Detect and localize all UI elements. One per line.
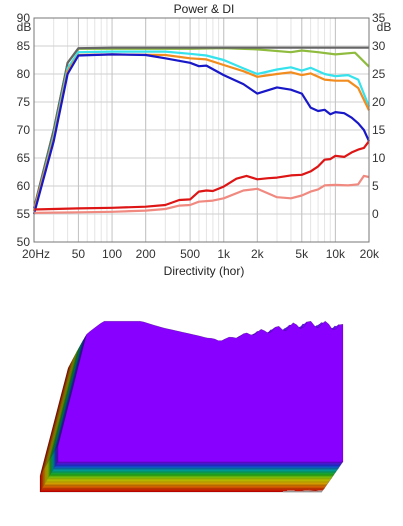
chart-title: Directivity (hor) [164, 264, 245, 278]
right-tick-label: 25 [372, 67, 386, 81]
right-tick-label: 5 [372, 179, 379, 193]
left-tick-label: 70 [17, 123, 31, 137]
right-tick-label: 10 [372, 151, 386, 165]
left-tick-label: 80 [17, 67, 31, 81]
series-line-7 [33, 174, 370, 214]
surface-slice [57, 320, 344, 463]
x-tick-label: 5k [295, 247, 309, 261]
left-tick-label: 85 [17, 39, 31, 53]
x-tick-label: 2k [251, 247, 265, 261]
directivity-surface [39, 320, 344, 493]
right-axis-unit: dB [377, 20, 392, 34]
series-line-6 [33, 140, 370, 211]
x-tick-label: 10k [326, 247, 346, 261]
x-tick-label: 20k [360, 247, 380, 261]
right-tick-label: 35 [372, 11, 386, 25]
x-tick-label: 20Hz [22, 247, 50, 261]
plot-frame [33, 17, 370, 243]
right-tick-label: 20 [372, 95, 386, 109]
series-lines [32, 46, 371, 215]
left-tick-label: 75 [17, 95, 31, 109]
right-tick-label: 15 [372, 123, 386, 137]
x-tick-label: 200 [136, 247, 156, 261]
right-tick-label: 30 [372, 39, 386, 53]
left-tick-label: 90 [17, 11, 31, 25]
x-tick-label: 500 [180, 247, 200, 261]
left-tick-label: 60 [17, 179, 31, 193]
series-line-5 [32, 53, 371, 215]
directivity-chart: Directivity (hor) [39, 264, 344, 493]
x-tick-label: 100 [102, 247, 122, 261]
x-tick-label: 1k [217, 247, 231, 261]
right-tick-label: 0 [372, 207, 379, 221]
left-tick-label: 55 [17, 207, 31, 221]
power-di-chart: Power & DI dB dB 90858075706560555035302… [17, 2, 392, 261]
series-line-2 [32, 46, 369, 209]
chart-title: Power & DI [174, 2, 235, 16]
left-tick-label: 50 [17, 235, 31, 249]
left-axis-unit: dB [17, 20, 32, 34]
left-tick-label: 65 [17, 151, 31, 165]
x-tick-label: 50 [72, 247, 86, 261]
series-line-3 [32, 50, 371, 212]
